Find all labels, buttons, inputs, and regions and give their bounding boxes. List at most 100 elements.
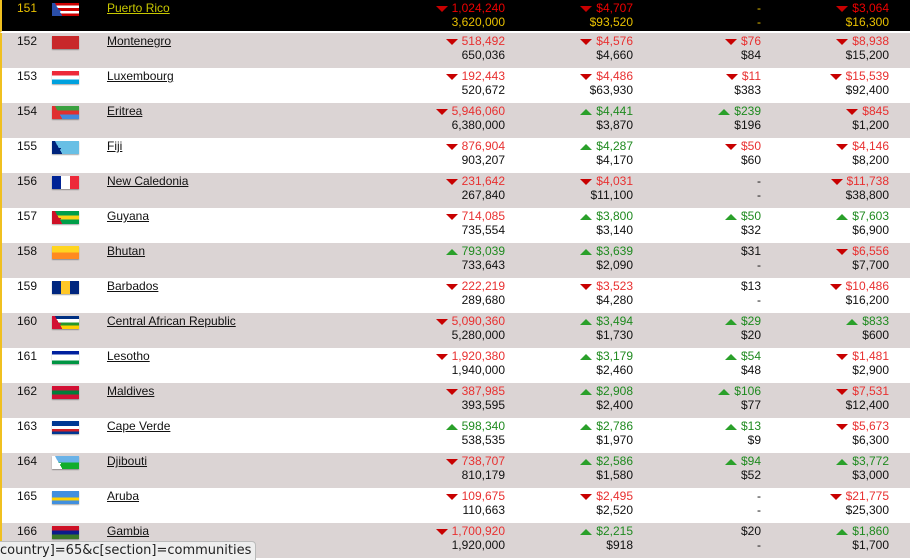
arrow-down-icon: [836, 353, 849, 360]
country-link[interactable]: Central African Republic: [107, 314, 236, 328]
arrow-down-icon: [829, 283, 842, 290]
table-row: 157 Guyana 714,085 735,554 $3,800 $3,140 …: [0, 208, 910, 243]
current-value: $11,100: [590, 188, 634, 202]
table-row: 152 Montenegro 518,492 650,036 $4,576 $4,…: [0, 33, 910, 68]
population-cell: 109,675 110,663: [445, 489, 505, 517]
change-value: $7,531: [852, 384, 889, 398]
flag-icon: [52, 141, 79, 154]
current-value: $60: [740, 153, 761, 167]
country-link[interactable]: Fiji: [107, 139, 123, 153]
country-link[interactable]: New Caledonia: [107, 174, 189, 188]
arrow-up-icon: [724, 213, 737, 220]
arrow-down-icon: [435, 318, 448, 325]
population-cell: 518,492 650,036: [445, 34, 505, 62]
country-link[interactable]: Bhutan: [107, 244, 146, 258]
table-row: 160 Central African Republic 5,090,360 5,…: [0, 313, 910, 348]
change-value: 231,642: [461, 174, 505, 188]
arrow-down-icon: [445, 493, 458, 500]
change-value: 109,675: [461, 489, 505, 503]
gdp-cell: $2,586 $1,580: [580, 454, 633, 482]
aid-cell: $76 $84: [724, 34, 761, 62]
current-value: $2,460: [596, 363, 633, 377]
change-value: 222,219: [461, 279, 505, 293]
flag-icon: [52, 71, 79, 84]
current-value: $1,730: [596, 328, 633, 342]
arrow-down-icon: [435, 528, 448, 535]
arrow-up-icon: [580, 458, 593, 465]
current-value: $918: [606, 538, 633, 552]
rank: 161: [16, 349, 38, 363]
population-cell: 738,707 810,179: [445, 454, 505, 482]
country-link[interactable]: Lesotho: [107, 349, 150, 363]
population-cell: 5,946,060 6,380,000: [435, 104, 505, 132]
aid-cell: $29 $20: [724, 314, 761, 342]
country-link[interactable]: Luxembourg: [107, 69, 174, 83]
gdp-cell: $3,800 $3,140: [580, 209, 633, 237]
arrow-up-icon: [580, 353, 593, 360]
country-link[interactable]: Gambia: [107, 524, 150, 538]
change-value: $11: [741, 69, 761, 83]
gdp-per-capita-cell: $15,539 $92,400: [829, 69, 889, 97]
country-link[interactable]: Djibouti: [107, 454, 148, 468]
current-value: $84: [740, 48, 761, 62]
change-value: $50: [740, 139, 761, 153]
gdp-cell: $4,576 $4,660: [580, 34, 633, 62]
change-value: 5,946,060: [451, 104, 505, 118]
current-value: $1,580: [596, 468, 633, 482]
current-value: $4,170: [596, 153, 633, 167]
population-cell: 222,219 289,680: [445, 279, 505, 307]
rank: 162: [16, 384, 38, 398]
population-cell: 714,085 735,554: [445, 209, 505, 237]
country-link[interactable]: Eritrea: [107, 104, 143, 118]
current-value: $6,900: [852, 223, 889, 237]
country-link[interactable]: Guyana: [107, 209, 150, 223]
flag-icon: [52, 176, 79, 189]
country-link[interactable]: Cape Verde: [107, 419, 171, 433]
rank: 153: [16, 69, 38, 83]
arrow-up-icon: [580, 318, 593, 325]
population-cell: 1,700,920 1,920,000: [435, 524, 505, 552]
aid-cell: $50 $32: [724, 209, 761, 237]
country-link[interactable]: Montenegro: [107, 34, 172, 48]
change-value: $54: [740, 349, 761, 363]
arrow-down-icon: [445, 178, 458, 185]
table-row: 156 New Caledonia 231,642 267,840 $4,031 …: [0, 173, 910, 208]
change-value: $76: [740, 34, 761, 48]
arrow-down-icon: [724, 38, 737, 45]
arrow-up-icon: [580, 528, 593, 535]
flag-icon: [52, 36, 79, 49]
rank: 151: [16, 1, 38, 15]
status-bar-url: country]=65&c[section]=communities: [0, 541, 257, 560]
aid-cell: $106 $77: [718, 384, 761, 412]
population-cell: 192,443 520,672: [445, 69, 505, 97]
current-value: -: [757, 503, 761, 517]
gdp-cell: $2,908 $2,400: [580, 384, 633, 412]
arrow-down-icon: [836, 143, 849, 150]
gdp-cell: $3,523 $4,280: [580, 279, 633, 307]
change-value: $106: [734, 384, 761, 398]
country-link[interactable]: Puerto Rico: [107, 1, 170, 15]
change-value: $1,481: [852, 349, 889, 363]
country-link[interactable]: Maldives: [107, 384, 155, 398]
table-row: 159 Barbados 222,219 289,680 $3,523 $4,28…: [0, 278, 910, 313]
change-value: $4,146: [852, 139, 889, 153]
arrow-up-icon: [445, 248, 458, 255]
rank: 154: [16, 104, 38, 118]
current-value: $4,280: [596, 293, 633, 307]
population-cell: 598,340 538,535: [445, 419, 505, 447]
aid-cell: $239 $196: [718, 104, 761, 132]
arrow-down-icon: [445, 458, 458, 465]
current-value: $7,700: [852, 258, 889, 272]
arrow-down-icon: [829, 73, 842, 80]
arrow-down-icon: [846, 108, 859, 115]
country-link[interactable]: Barbados: [107, 279, 159, 293]
flag-icon: [52, 211, 79, 224]
arrow-down-icon: [580, 38, 593, 45]
change-value: $7,603: [852, 209, 889, 223]
country-link[interactable]: Aruba: [107, 489, 140, 503]
population-cell: 793,039 733,643: [445, 244, 505, 272]
current-value: $6,300: [852, 433, 889, 447]
current-value: 903,207: [461, 153, 505, 167]
population-cell: 387,985 393,595: [445, 384, 505, 412]
rank: 156: [16, 174, 38, 188]
